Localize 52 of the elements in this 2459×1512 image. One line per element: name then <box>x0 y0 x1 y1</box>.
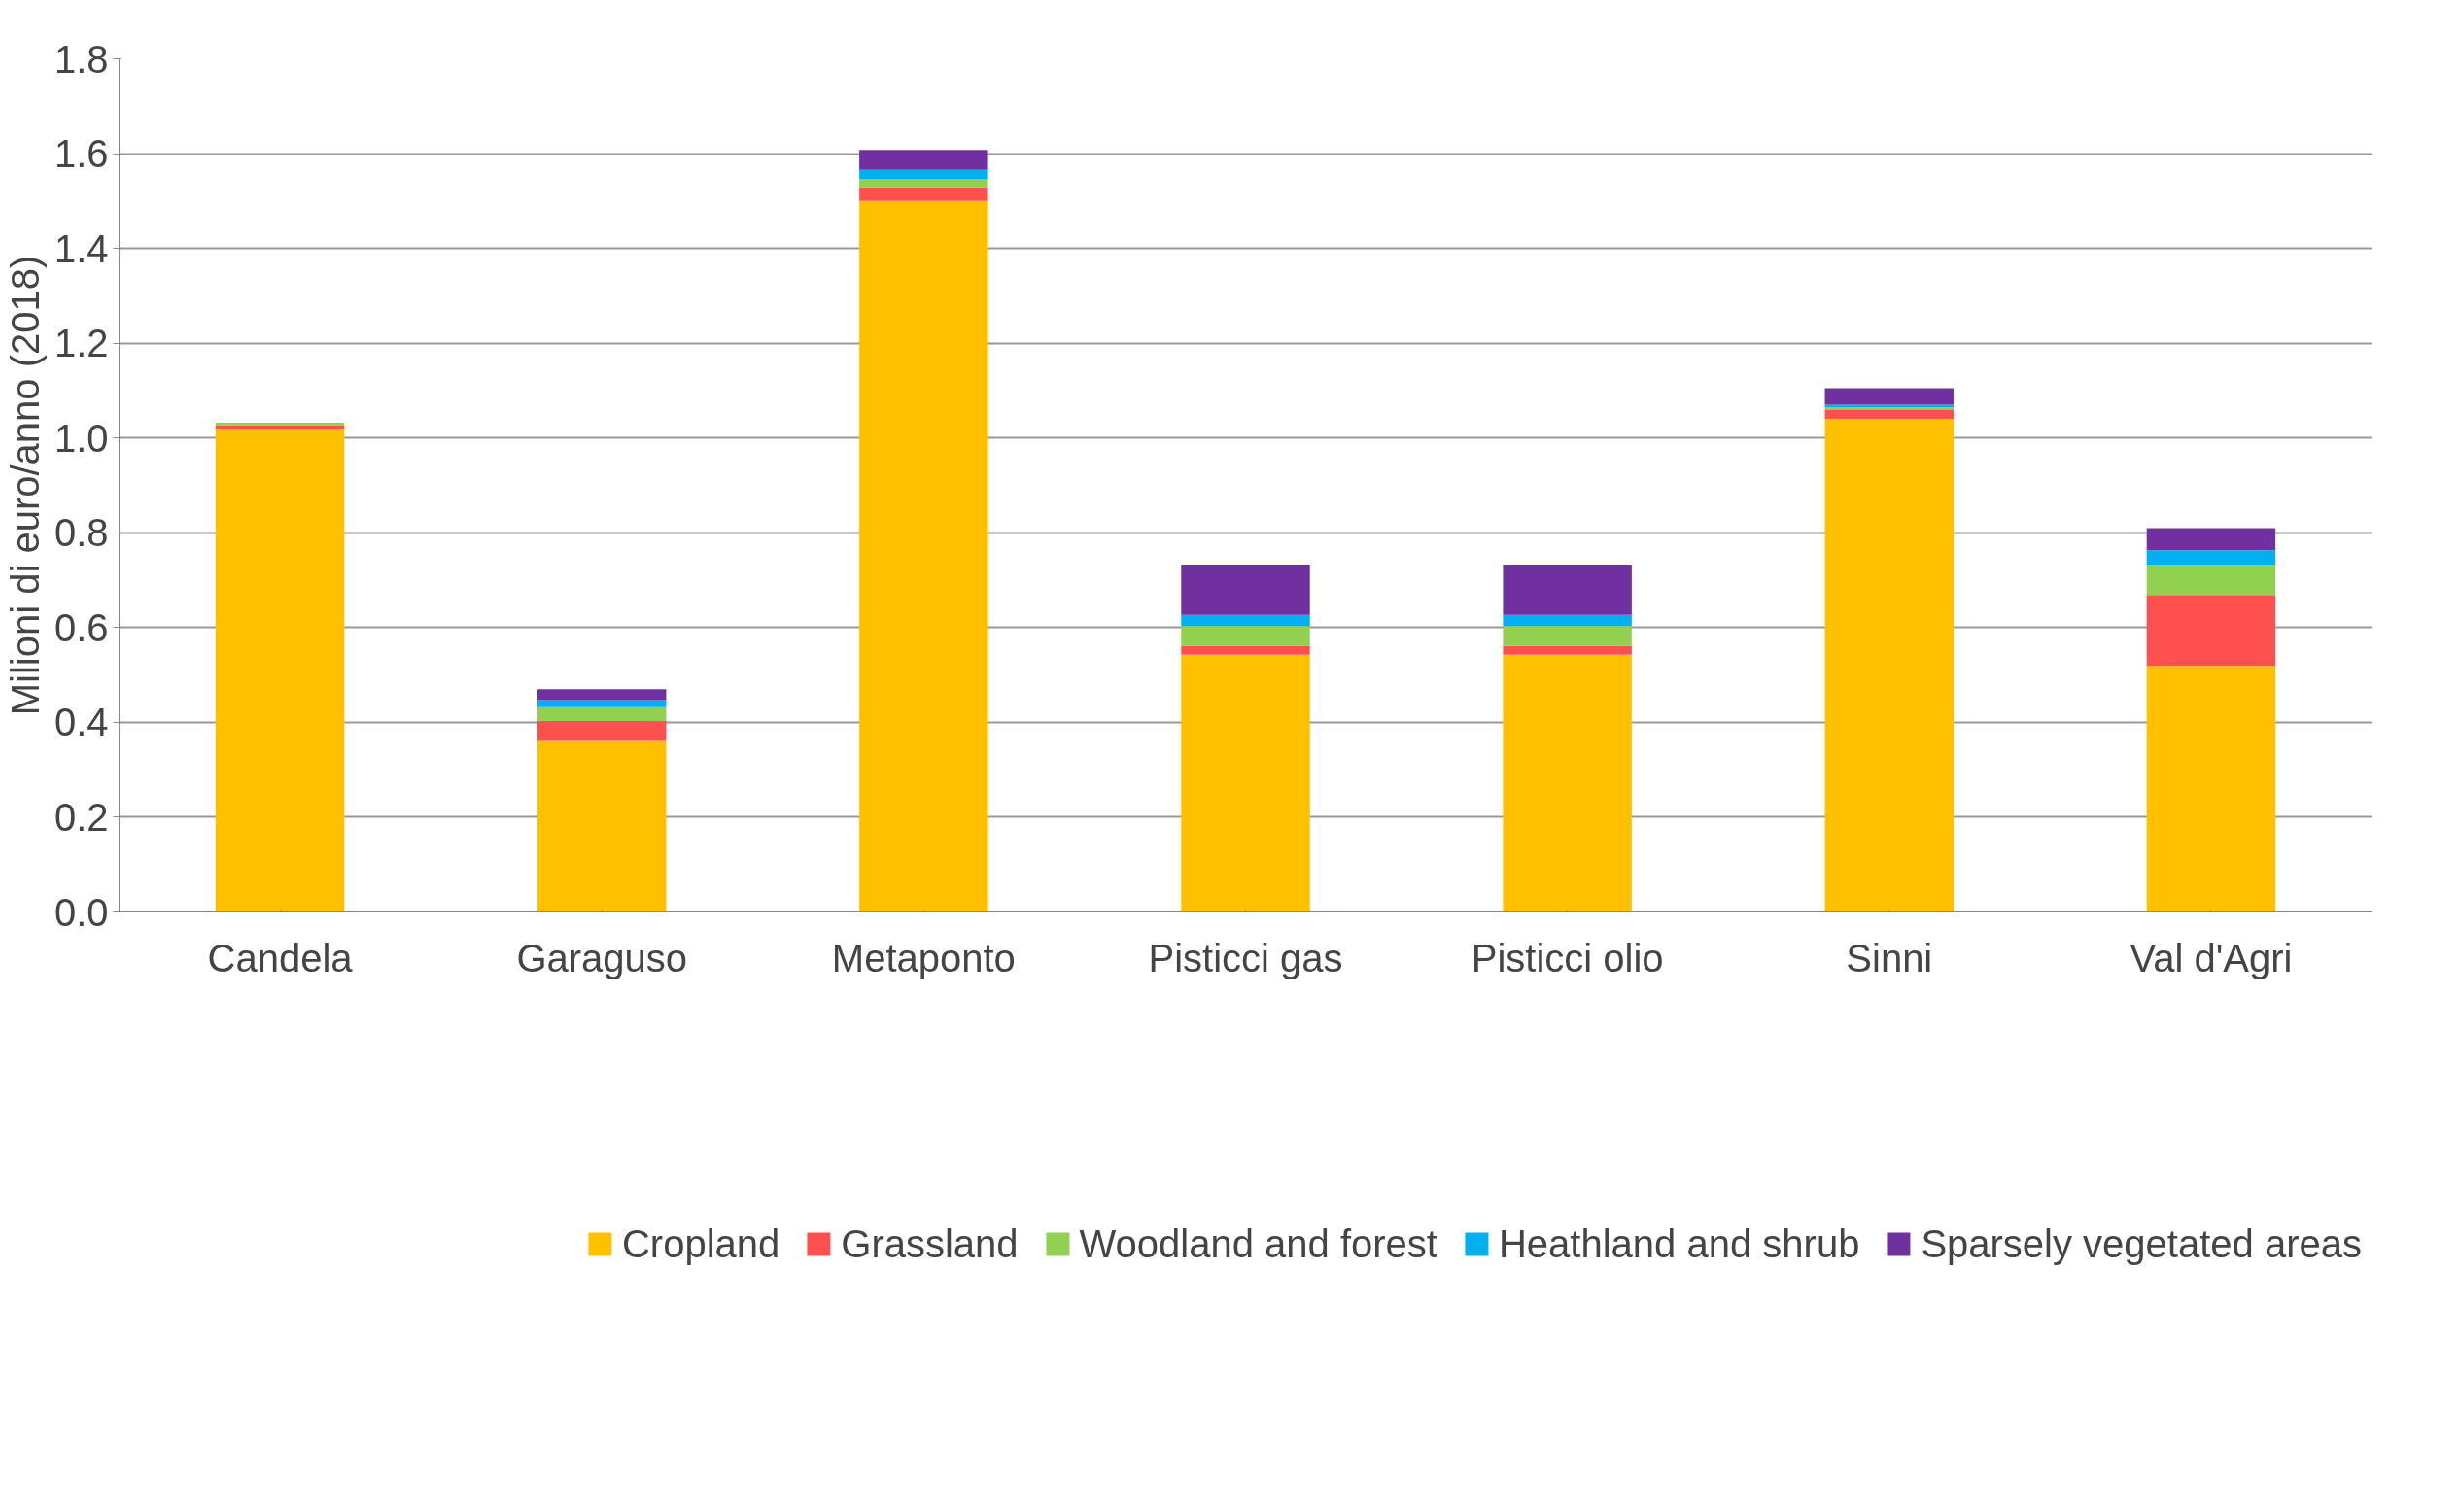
y-tick-label: 0.4 <box>53 701 109 744</box>
bar <box>215 428 345 912</box>
y-axis-title: Milioni di euro/anno (2018) <box>3 255 47 716</box>
bar <box>1181 645 1310 655</box>
bar <box>859 187 988 201</box>
bar <box>1503 564 1632 615</box>
bar <box>859 169 988 179</box>
x-tick-label: Pisticci gas <box>1148 936 1343 979</box>
bar <box>1824 419 1955 912</box>
x-tick-label: Val d'Agri <box>2130 936 2293 979</box>
x-tick-label: Garaguso <box>516 936 688 979</box>
bar <box>1503 654 1632 912</box>
x-tick-label: Sinni <box>1846 936 1933 979</box>
bar <box>1181 626 1310 646</box>
legend-label: Heathland and shrub <box>1498 1221 1860 1266</box>
bar <box>1503 614 1632 627</box>
x-tick-label: Candela <box>207 936 354 979</box>
bar <box>537 740 667 912</box>
bar <box>2146 595 2276 667</box>
y-tick-label: 0.8 <box>53 511 109 555</box>
y-tick-label: 1.4 <box>53 226 109 270</box>
y-tick-label: 0.2 <box>53 795 109 839</box>
bar <box>859 200 988 912</box>
bar <box>1181 654 1310 912</box>
bar <box>2146 528 2276 551</box>
y-tick-label: 0.0 <box>53 890 109 934</box>
bar <box>537 720 667 741</box>
x-tick-label: Pisticci olio <box>1471 936 1664 979</box>
y-tick-label: 1.8 <box>53 37 109 81</box>
bar <box>1824 388 1955 405</box>
legend-label: Sparsely vegetated areas <box>1921 1221 2362 1266</box>
y-tick-label: 1.6 <box>53 132 109 176</box>
bar <box>1181 614 1310 627</box>
bar <box>537 700 667 707</box>
bar <box>1824 409 1955 420</box>
legend-label: Cropland <box>621 1221 780 1266</box>
y-tick-label: 0.6 <box>53 605 109 649</box>
bar <box>2146 564 2276 596</box>
bar <box>2146 666 2276 912</box>
bar <box>2146 550 2276 565</box>
legend-label: Woodland and forest <box>1079 1221 1437 1266</box>
bar <box>859 150 988 170</box>
bar <box>859 178 988 188</box>
bar <box>1503 645 1632 655</box>
x-tick-label: Metaponto <box>831 936 1016 979</box>
bar <box>537 689 667 701</box>
bar <box>1181 564 1310 615</box>
y-tick-label: 1.2 <box>53 322 109 365</box>
bar <box>537 706 667 721</box>
bar <box>1503 626 1632 646</box>
legend-label: Grassland <box>841 1221 1019 1266</box>
y-tick-label: 1.0 <box>53 416 109 460</box>
